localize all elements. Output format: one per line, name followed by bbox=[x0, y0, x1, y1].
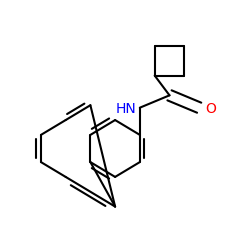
Text: HN: HN bbox=[116, 102, 136, 116]
Text: O: O bbox=[205, 102, 216, 116]
